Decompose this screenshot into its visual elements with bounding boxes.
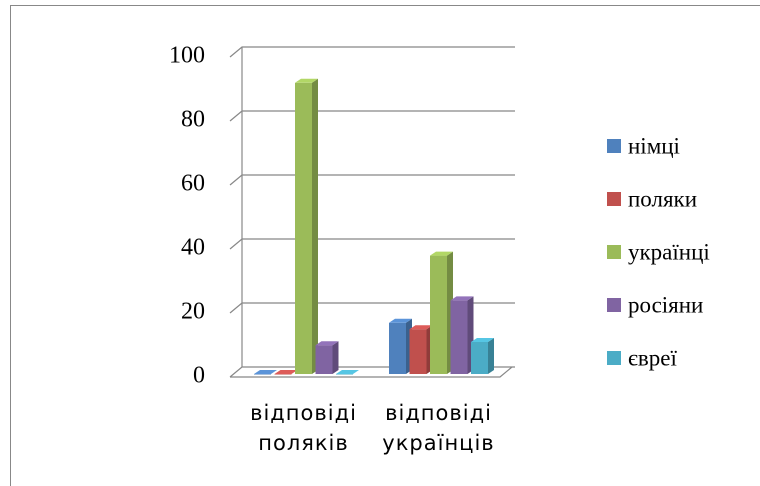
bar-top — [409, 325, 433, 330]
bar-top — [450, 296, 474, 301]
bar — [254, 370, 277, 375]
legend-label: поляки — [628, 186, 697, 211]
y-tick-label: 100 — [169, 43, 205, 69]
y-tick-label: 80 — [181, 107, 205, 133]
bar-front — [430, 255, 447, 374]
bar-side — [312, 78, 318, 375]
y-tick-label: 60 — [181, 171, 205, 197]
y-tick-label: 20 — [181, 299, 205, 325]
legend-swatch — [607, 139, 621, 153]
legend-swatch — [607, 192, 621, 206]
bar — [389, 318, 412, 374]
bar — [295, 78, 318, 375]
x-axis — [230, 366, 513, 378]
bar — [471, 338, 494, 374]
legend-swatch — [607, 351, 621, 365]
bar-front — [274, 374, 292, 375]
bar-side — [488, 338, 494, 374]
bar-side — [332, 341, 339, 374]
bar-top — [254, 370, 277, 374]
bar — [274, 370, 298, 375]
bar-front — [315, 345, 333, 374]
legend-label: німці — [628, 133, 680, 158]
bar-front — [409, 329, 427, 374]
y-tick-label: 0 — [193, 363, 205, 389]
y-tick-label: 40 — [181, 235, 205, 261]
bar — [336, 370, 359, 375]
legend-label: росіяни — [628, 292, 703, 317]
grid-line — [229, 110, 515, 122]
bar — [409, 325, 433, 374]
x-tick-label: відповіді українців — [382, 401, 495, 455]
legend-label: євреї — [628, 345, 677, 370]
legend-label: українці — [628, 239, 710, 264]
bar-front — [389, 322, 406, 374]
bar-top — [389, 318, 412, 323]
bar — [430, 251, 453, 374]
bar — [315, 341, 339, 374]
bar-front — [336, 374, 353, 375]
bar-top — [274, 370, 298, 374]
bar-front — [471, 342, 488, 374]
bar-top — [295, 78, 318, 83]
x-tick-label: відповіді поляків — [250, 401, 357, 455]
chart-frame — [10, 5, 760, 486]
bar-top — [471, 338, 494, 342]
bar-top — [315, 341, 339, 346]
bar-front — [295, 82, 312, 375]
grid-line — [229, 46, 515, 58]
legend-swatch — [607, 298, 621, 312]
bar-front — [254, 374, 271, 375]
grid-line — [229, 174, 515, 186]
legend-swatch — [607, 245, 621, 259]
grid-line — [229, 238, 515, 250]
bar-top — [336, 370, 359, 374]
bar — [450, 296, 474, 374]
bar-front — [450, 300, 468, 374]
bar-top — [430, 251, 453, 256]
